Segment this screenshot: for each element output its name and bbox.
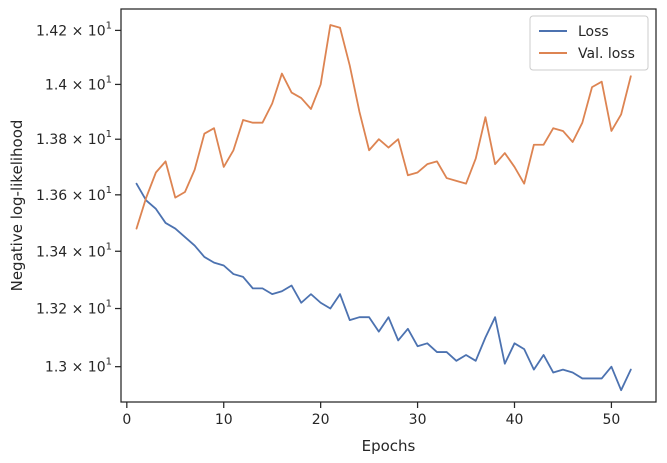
legend: Loss Val. loss: [529, 15, 649, 71]
plot-frame: [120, 8, 657, 403]
y-tick-label: 1.38 × 101: [36, 129, 112, 148]
x-axis: 0 10 20 30 40 50: [122, 402, 620, 428]
x-tick-label: 40: [506, 412, 524, 428]
plot-area: [120, 8, 657, 403]
legend-box: [529, 15, 649, 71]
y-axis-label: Negative log-likelihood: [8, 120, 26, 292]
y-tick-label: 1.36 × 101: [36, 185, 112, 204]
series-layer: [135, 24, 632, 392]
x-tick-label: 0: [122, 412, 131, 428]
x-tick-label: 50: [603, 412, 621, 428]
y-axis: 1.3 × 101 1.32 × 101 1.34 × 101 1.36 × 101 1…: [36, 20, 121, 376]
x-axis-label: Epochs: [362, 437, 416, 455]
x-tick-label: 10: [215, 412, 233, 428]
y-tick-label: 1.3 × 101: [45, 357, 112, 376]
y-tick-label: 1.32 × 101: [36, 299, 112, 318]
x-tick-label: 30: [409, 412, 427, 428]
series-line-val-loss: [135, 24, 632, 230]
y-tick-label: 1.42 × 101: [36, 20, 112, 39]
y-tick-label: 1.4 × 101: [45, 74, 112, 93]
series-line-loss: [135, 182, 632, 392]
legend-label-loss: Loss: [578, 24, 609, 40]
x-tick-label: 20: [312, 412, 330, 428]
y-tick-label: 1.34 × 101: [36, 241, 112, 260]
legend-label-val-loss: Val. loss: [578, 46, 635, 62]
